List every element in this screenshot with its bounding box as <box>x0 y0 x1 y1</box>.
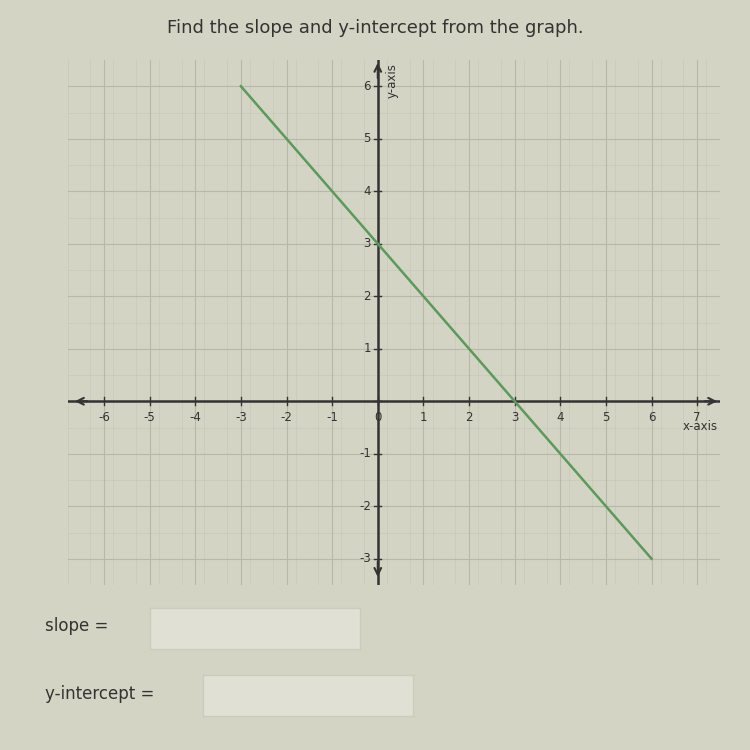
Text: y-intercept =: y-intercept = <box>45 685 154 703</box>
Text: 0: 0 <box>374 411 382 424</box>
Text: 5: 5 <box>602 411 610 424</box>
Text: 6: 6 <box>648 411 656 424</box>
Text: 7: 7 <box>694 411 701 424</box>
Text: 4: 4 <box>364 184 371 198</box>
Text: 2: 2 <box>364 290 371 303</box>
Text: 4: 4 <box>556 411 564 424</box>
Text: -6: -6 <box>98 411 110 424</box>
Text: 5: 5 <box>364 132 371 146</box>
Text: -4: -4 <box>189 411 201 424</box>
Text: 6: 6 <box>364 80 371 93</box>
Text: -1: -1 <box>326 411 338 424</box>
Text: Find the slope and y-intercept from the graph.: Find the slope and y-intercept from the … <box>166 19 584 37</box>
Text: 1: 1 <box>420 411 428 424</box>
Text: -3: -3 <box>235 411 247 424</box>
Text: 3: 3 <box>511 411 518 424</box>
Text: x-axis: x-axis <box>682 420 718 433</box>
Text: 3: 3 <box>364 237 371 250</box>
Text: 1: 1 <box>364 342 371 355</box>
Text: y-axis: y-axis <box>386 63 399 98</box>
Text: -1: -1 <box>359 447 371 460</box>
Text: -2: -2 <box>359 500 371 513</box>
Text: -2: -2 <box>280 411 292 424</box>
Text: slope =: slope = <box>45 617 108 635</box>
Text: -3: -3 <box>359 552 371 566</box>
Text: -5: -5 <box>144 411 155 424</box>
Text: 2: 2 <box>465 411 472 424</box>
